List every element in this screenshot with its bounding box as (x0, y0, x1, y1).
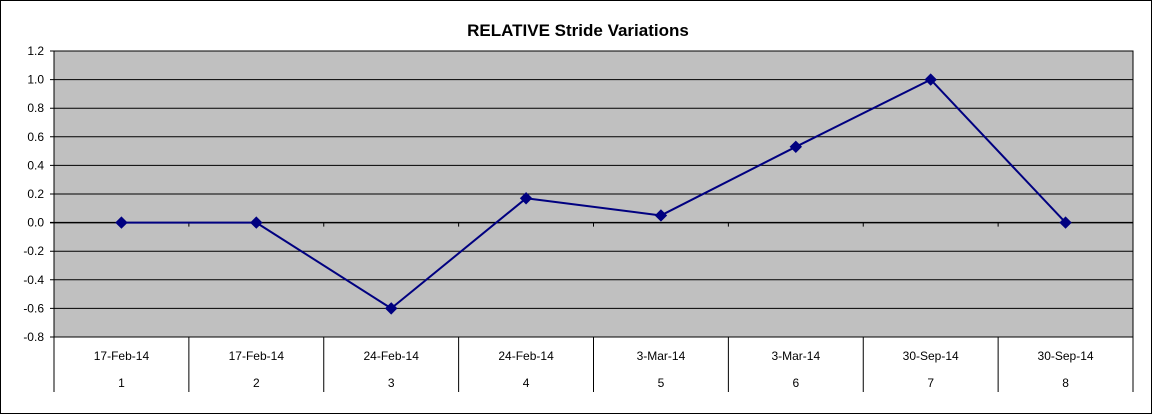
plot-area: 1.2 1.0 0.8 0.6 0.4 0.2 0.0 -0.2 -0.4 -0.6 -0.8 17-… (23, 44, 1134, 392)
y-tick-label: -0.2 (23, 244, 44, 258)
x-category-index-label: 2 (253, 376, 260, 390)
x-category-index-label: 4 (523, 376, 530, 390)
x-category-index-label: 6 (792, 376, 799, 390)
y-tick-label: 0.0 (27, 216, 44, 230)
x-category-date-label: 30-Sep-14 (903, 349, 959, 363)
series-line-segment (255, 221, 392, 310)
x-category-index-label: 5 (658, 376, 665, 390)
x-category-date-label: 24-Feb-14 (364, 349, 420, 363)
data-point-marker (115, 216, 128, 229)
data-point-marker (519, 192, 533, 205)
series-line-segment (795, 78, 932, 148)
y-tick-label: 0.2 (27, 187, 44, 201)
y-tick-label: -0.6 (23, 301, 44, 315)
series-line-segment (929, 78, 1067, 224)
x-category-date-label: 17-Feb-14 (94, 349, 150, 363)
x-category-index-label: 8 (1062, 376, 1069, 390)
y-tick-label: -0.8 (23, 330, 44, 344)
y-tick-label: -0.4 (23, 273, 44, 287)
chart-title: RELATIVE Stride Variations (467, 21, 689, 40)
y-tick-label: 1.0 (27, 73, 44, 87)
y-tick-label: 0.8 (27, 101, 44, 115)
x-category-index-label: 1 (118, 376, 125, 390)
x-category-index-label: 7 (927, 376, 934, 390)
x-category-date-label: 17-Feb-14 (229, 349, 285, 363)
data-point-marker (654, 209, 668, 222)
series-line-segment (390, 197, 527, 310)
y-tick-label: 0.4 (27, 158, 44, 172)
x-category-date-label: 3-Mar-14 (771, 349, 820, 363)
y-tick-label: 1.2 (27, 44, 44, 58)
data-point-marker (789, 140, 803, 154)
x-category-date-label: 3-Mar-14 (637, 349, 686, 363)
x-category-date-label: 30-Sep-14 (1038, 349, 1094, 363)
data-point-marker (1059, 216, 1072, 229)
data-point-marker (250, 216, 263, 229)
y-tick-label: 0.6 (27, 130, 44, 144)
data-point-marker (924, 73, 937, 86)
series-line-segment (660, 145, 797, 217)
series-line-segment (525, 197, 662, 217)
x-category-date-label: 24-Feb-14 (498, 349, 554, 363)
data-point-marker (384, 302, 398, 315)
x-category-index-label: 3 (388, 376, 395, 390)
